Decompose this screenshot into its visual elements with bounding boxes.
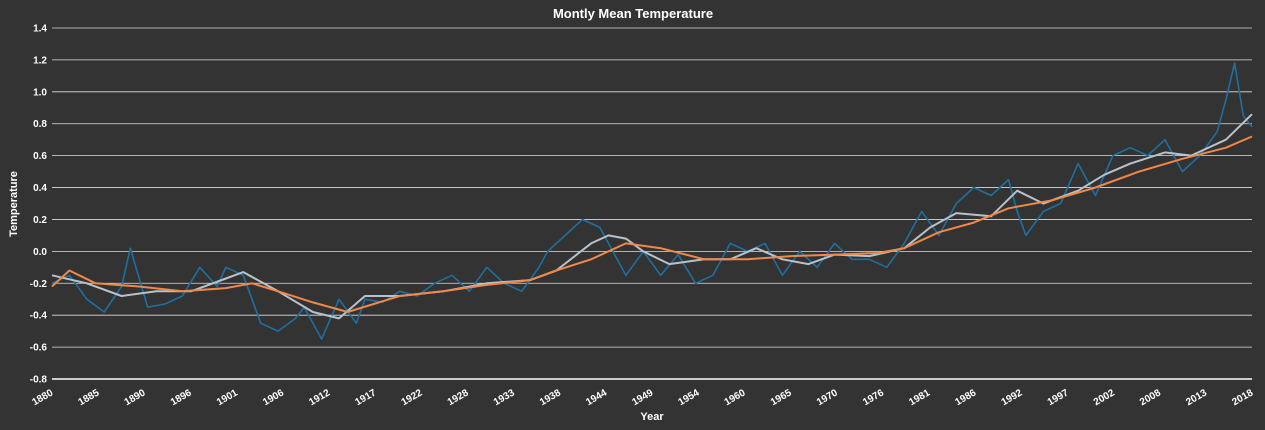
x-tick-label: 1992 — [1000, 387, 1025, 408]
y-tick-label: 1.0 — [33, 87, 47, 98]
y-tick-label: 0.0 — [33, 247, 47, 258]
y-tick-label: -0.2 — [30, 279, 48, 290]
x-tick-label: 1890 — [123, 387, 148, 408]
x-tick-label: 1986 — [953, 387, 978, 408]
x-tick-label: 1912 — [307, 387, 332, 408]
x-tick-label: 1906 — [261, 387, 286, 408]
x-tick-label: 1922 — [400, 387, 425, 408]
y-tick-label: -0.6 — [30, 343, 48, 354]
x-tick-label: 1917 — [353, 387, 378, 408]
y-axis-title: Temperature — [8, 171, 20, 237]
x-axis-title: Year — [640, 411, 664, 423]
series-line-moving_average_orange — [51, 135, 1253, 313]
x-tick-label: 1981 — [907, 387, 932, 408]
x-tick-label: 2018 — [1230, 387, 1255, 408]
x-tick-label: 1970 — [815, 387, 840, 408]
x-tick-label: 1933 — [492, 387, 517, 408]
y-tick-label: 1.4 — [33, 24, 47, 35]
y-tick-label: 0.4 — [33, 183, 47, 194]
x-tick-label: 1928 — [446, 387, 471, 408]
chart-title: Montly Mean Temperature — [553, 6, 713, 21]
y-tick-label: -0.8 — [30, 375, 48, 386]
series-line-monthly_smoothed — [51, 62, 1253, 340]
x-tick-label: 1976 — [861, 387, 886, 408]
x-tick-label: 1954 — [677, 387, 702, 408]
x-tick-label: 2002 — [1092, 387, 1117, 408]
x-tick-label: 2008 — [1138, 387, 1163, 408]
y-tick-label: 0.6 — [33, 151, 47, 162]
x-tick-label: 1944 — [584, 387, 609, 408]
x-tick-label: 1949 — [630, 387, 655, 408]
grid-layer — [52, 27, 1252, 380]
y-tick-label: 1.2 — [33, 55, 47, 66]
y-tick-label: 0.2 — [33, 215, 47, 226]
x-tick-label: 2013 — [1184, 387, 1209, 408]
y-tick-label: -0.4 — [30, 311, 48, 322]
series-layer — [51, 62, 1253, 340]
x-tick-label: 1938 — [538, 387, 563, 408]
x-tick-label: 1901 — [215, 387, 240, 408]
y-tick-label: 0.8 — [33, 119, 47, 130]
x-tick-label: 1965 — [769, 387, 794, 408]
x-tick-label: 1885 — [77, 387, 102, 408]
x-tick-label: 1997 — [1046, 387, 1071, 408]
axis-layer: -0.8 -0.6 -0.4 -0.2 0.0 0.2 0.4 0.6 0.8 1.0 1.2 1.4… — [30, 24, 1256, 409]
x-tick-label: 1880 — [30, 387, 55, 408]
x-tick-label: 1896 — [169, 387, 194, 408]
x-tick-label: 1960 — [723, 387, 748, 408]
